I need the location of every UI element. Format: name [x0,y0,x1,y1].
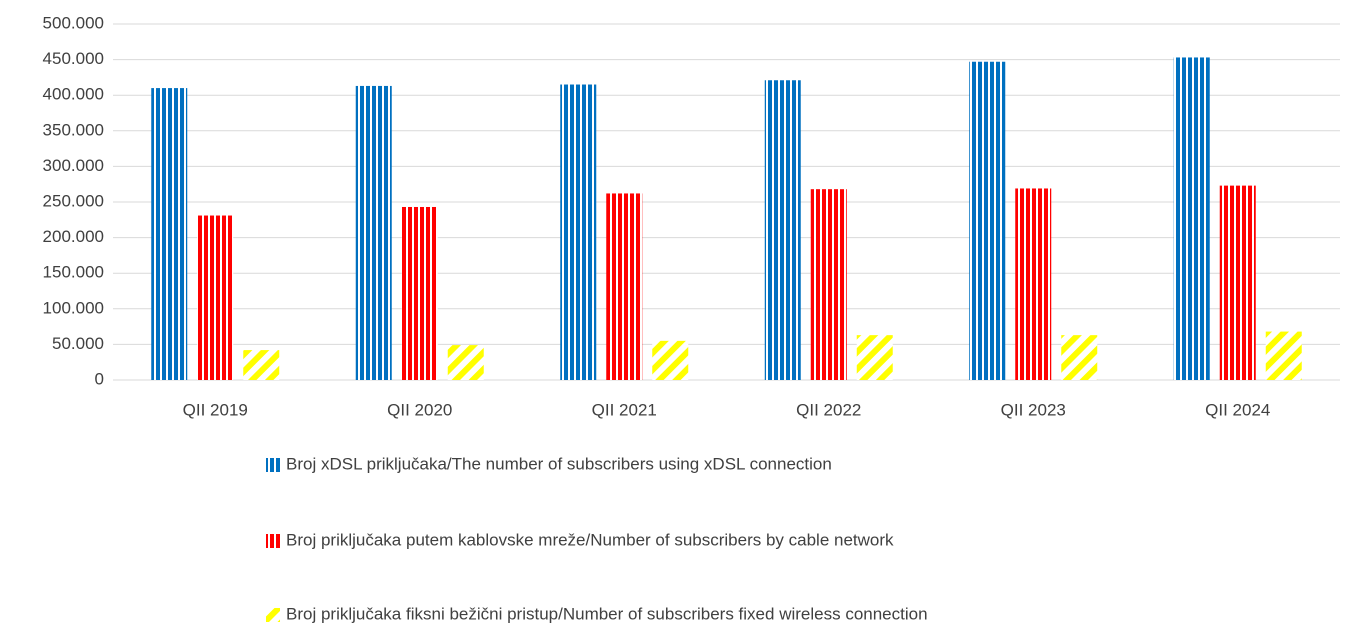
bar [447,345,484,380]
legend-label: Broj xDSL priključaka/The number of subs… [286,454,832,473]
y-tick-label: 350.000 [43,120,104,139]
legend-swatch [266,458,280,472]
bar [606,193,643,380]
bar [1061,335,1098,380]
bar [243,350,280,380]
bar [197,215,234,380]
bar [1219,185,1256,380]
x-tick-label: QII 2019 [183,400,248,419]
bar [1173,57,1210,381]
y-tick-label: 400.000 [43,85,104,104]
legend-swatch [266,534,280,548]
y-tick-label: 50.000 [52,334,104,353]
y-tick-label: 150.000 [43,263,104,282]
x-tick-label: QII 2023 [1001,400,1066,419]
y-tick-label: 250.000 [43,191,104,210]
legend-label: Broj priključaka fiksni bežični pristup/… [286,604,928,623]
bar [560,84,597,381]
y-tick-label: 100.000 [43,298,104,317]
y-tick-label: 200.000 [43,227,104,246]
bar [151,88,188,380]
y-tick-label: 450.000 [43,49,104,68]
x-tick-label: QII 2024 [1205,400,1270,419]
bar [969,61,1006,381]
bar [856,335,893,380]
x-tick-label: QII 2020 [387,400,452,419]
bar [652,340,689,380]
y-tick-label: 300.000 [43,156,104,175]
bar [810,189,847,380]
bar [1015,188,1052,380]
bar [355,85,392,380]
y-tick-label: 0 [95,369,104,388]
legend-label: Broj priključaka putem kablovske mreže/N… [286,530,894,549]
bar [401,206,438,380]
bar [764,80,801,381]
bar [1265,331,1302,380]
x-tick-label: QII 2022 [796,400,861,419]
y-tick-label: 500.000 [43,13,104,32]
legend-swatch [266,608,280,622]
x-tick-label: QII 2021 [592,400,657,419]
